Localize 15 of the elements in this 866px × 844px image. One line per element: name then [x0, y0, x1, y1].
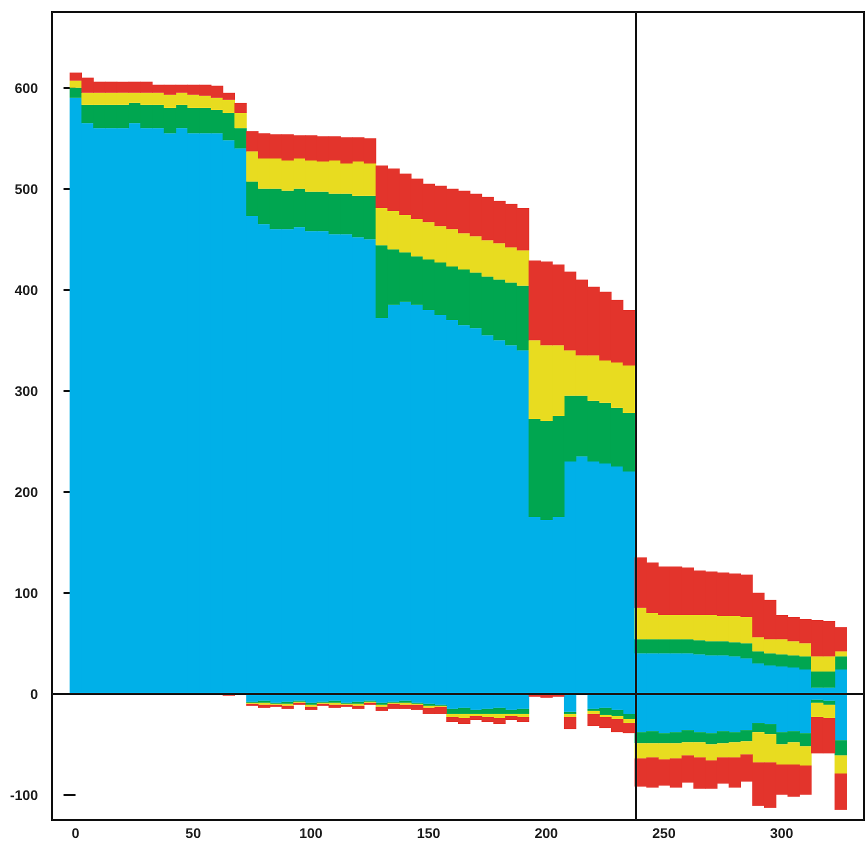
x-tick-label: 150	[416, 825, 440, 841]
y-tick-label: 500	[14, 180, 38, 197]
x-tick-label: 250	[652, 825, 676, 841]
x-tick-label: 50	[185, 825, 202, 841]
y-tick-label: 0	[30, 686, 38, 702]
y-tick-label: 200	[14, 484, 38, 500]
y-tick-label: 400	[14, 282, 38, 298]
x-tick-label: 0	[72, 825, 80, 841]
y-tick-label: 600	[14, 80, 38, 96]
x-tick-label: 100	[299, 825, 323, 841]
x-tick-label: 300	[770, 825, 794, 841]
x-tick-label: 200	[534, 825, 558, 841]
y-tick-label: 100	[14, 584, 38, 601]
y-tick-label: -100	[10, 786, 38, 803]
y-tick-label: 300	[14, 382, 38, 399]
